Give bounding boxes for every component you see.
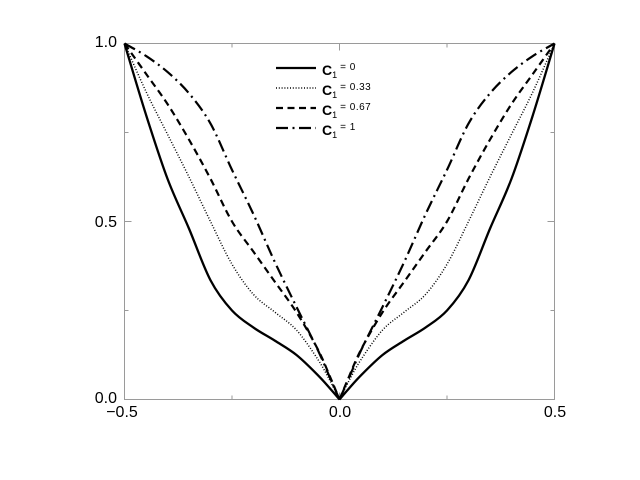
legend-label-c1-1: C1= 1 [322, 118, 356, 140]
legend-label-c1-0: C1= 0 [322, 58, 356, 80]
legend-subscript: 1 [332, 70, 338, 80]
y-tick-label-0-5: 0.5 [94, 214, 117, 231]
legend-symbol: C [322, 102, 333, 118]
curve-c1-1 [123, 42, 556, 400]
legend-symbol: C [322, 122, 333, 138]
legend-subscript: 1 [332, 130, 338, 140]
legend-value: = 0.67 [340, 102, 372, 113]
legend-value: = 0.33 [340, 82, 372, 93]
legend-symbol: C [322, 62, 333, 78]
legend-symbol: C [322, 82, 333, 98]
legend-subscript: 1 [332, 90, 338, 100]
y-tick-label-0-0: 0.0 [94, 390, 117, 407]
legend-line-samples [276, 66, 316, 130]
y-tick-label-1-0: 1.0 [94, 34, 117, 51]
x-tick-label-0-5: 0.5 [543, 404, 567, 421]
legend-label-c1-0-67: C1= 0.67 [322, 98, 372, 120]
legend-value: = 1 [340, 122, 356, 133]
curve-c1-0 [123, 43, 556, 401]
curve-c1-0-33 [123, 43, 556, 400]
legend-value: = 0 [340, 62, 356, 73]
x-tick-label-0-0: 0.0 [328, 404, 352, 421]
legend-label-c1-0-33: C1= 0.33 [322, 78, 372, 100]
x-tick-label-neg-0-5: −0.5 [106, 404, 138, 421]
curves [123, 42, 556, 401]
legend-subscript: 1 [332, 110, 338, 120]
